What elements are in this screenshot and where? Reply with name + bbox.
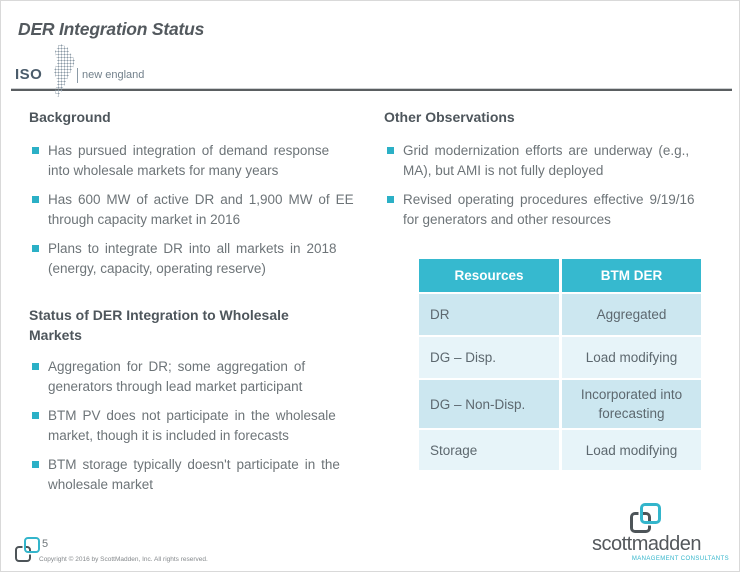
iso-new-england-logo: ISO new england [15,44,185,97]
bullet-text: Has pursued integration of demand respon… [48,143,330,178]
list-item: BTM storage typically doesn't participat… [29,455,365,495]
scottmadden-logo: scottmadden MANAGEMENT CONSULTANTS [592,503,729,562]
status-list: Aggregation for DR; some aggregation of … [29,357,365,495]
der-table: Resources BTM DER DR Aggregated DG – Dis… [419,259,701,470]
new-england-map-icon [53,44,75,97]
list-item: Grid modernization efforts are underway … [384,141,716,181]
mark-teal-square-icon [640,503,661,524]
observations-list: Grid modernization efforts are underway … [384,141,716,230]
list-item: Has pursued integration of demand respon… [29,141,365,181]
left-column: Background Has pursued integration of de… [29,107,365,504]
table-header-btm-der: BTM DER [562,259,701,292]
background-list: Has pursued integration of demand respon… [29,141,365,279]
brand-name: scottmadden [592,533,702,555]
bullet-square-icon [32,245,39,252]
table-cell: Storage [419,430,559,470]
table-cell: Aggregated [562,294,701,335]
copyright-text: Copyright © 2016 by ScottMadden, Inc. Al… [39,556,208,563]
observations-heading: Other Observations [384,109,515,125]
bullet-square-icon [32,412,39,419]
bullet-square-icon [32,363,39,370]
bullet-text: BTM PV does not participate in the whole… [48,408,336,443]
status-heading: Status of DER Integration to Wholesale M… [29,307,289,343]
bullet-text: BTM storage typically doesn't participat… [48,457,340,492]
page-number: 5 [42,538,49,550]
table-cell: DR [419,294,559,335]
mark-teal-square-icon [24,537,40,553]
list-item: Plans to integrate DR into all markets i… [29,239,365,279]
bullet-square-icon [32,147,39,154]
table-header-resources: Resources [419,259,559,292]
bullet-square-icon [32,461,39,468]
table-cell: DG – Non-Disp. [419,380,559,428]
brand-tagline: MANAGEMENT CONSULTANTS [631,556,729,562]
iso-region-text: new england [82,69,145,81]
bullet-text: Revised operating procedures effective 9… [403,192,695,227]
scottmadden-mark-icon [15,537,40,562]
list-item: BTM PV does not participate in the whole… [29,406,365,446]
bullet-text: Plans to integrate DR into all markets i… [48,241,337,276]
header-divider [11,88,732,91]
bullet-square-icon [32,196,39,203]
logo-separator [77,68,78,83]
page-title: DER Integration Status [18,19,205,39]
list-item: Revised operating procedures effective 9… [384,190,716,230]
table-cell: Load modifying [562,430,701,470]
list-item: Has 600 MW of active DR and 1,900 MW of … [29,190,365,230]
scottmadden-mark-icon [630,503,661,533]
bullet-text: Has 600 MW of active DR and 1,900 MW of … [48,192,354,227]
list-item: Aggregation for DR; some aggregation of … [29,357,365,397]
bullet-text: Grid modernization efforts are underway … [403,143,690,178]
table-cell: Incorporated into forecasting [562,380,701,428]
iso-logo-text: ISO [15,66,43,83]
table-cell: Load modifying [562,337,701,378]
right-column: Other Observations Grid modernization ef… [384,107,716,239]
bullet-square-icon [387,196,394,203]
table-cell: DG – Disp. [419,337,559,378]
bullet-square-icon [387,147,394,154]
bullet-text: Aggregation for DR; some aggregation of … [48,359,306,394]
background-heading: Background [29,109,111,125]
